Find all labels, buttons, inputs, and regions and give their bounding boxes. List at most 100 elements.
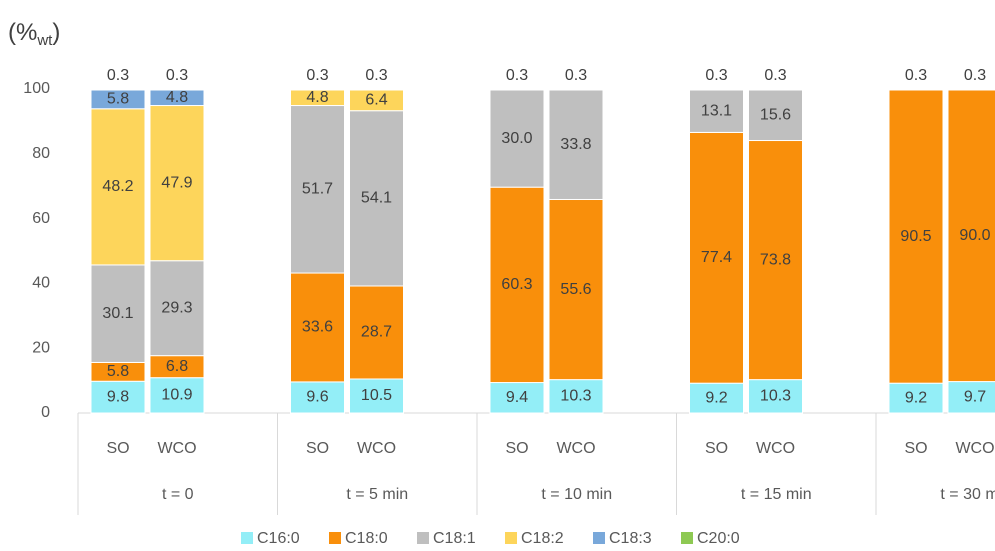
y-label-part: ) [52, 19, 60, 46]
data-label: 60.3 [501, 276, 532, 293]
bar-segment [888, 382, 944, 414]
data-label: 9.4 [506, 389, 528, 406]
data-label: 10.3 [560, 388, 591, 405]
bar-segment [290, 105, 345, 274]
bar-segment [489, 89, 545, 188]
bar-segment [149, 105, 205, 262]
data-label: 77.4 [701, 249, 732, 266]
bar-segment [90, 264, 146, 363]
data-label: 9.2 [905, 389, 927, 406]
data-label: 5.8 [107, 91, 129, 108]
x-tick-label: SO [904, 440, 927, 457]
data-label: 33.6 [302, 319, 333, 336]
x-tick-label: WCO [955, 440, 994, 457]
data-label: 0.3 [764, 67, 786, 84]
data-label: 9.2 [705, 389, 727, 406]
group-label: t = 0 [162, 486, 194, 503]
bar-segment [888, 88, 944, 91]
bar-segment [748, 88, 803, 91]
data-label: 15.6 [760, 106, 791, 123]
x-tick-label: WCO [556, 440, 595, 457]
data-label: 90.0 [959, 227, 990, 244]
legend-swatch [241, 532, 253, 544]
x-tick-label: SO [106, 440, 129, 457]
y-label-sub: wt [36, 32, 53, 49]
data-label: 90.5 [900, 228, 931, 245]
x-tick-label: SO [306, 440, 329, 457]
bar-segment [888, 89, 944, 384]
bar-segment [548, 88, 604, 91]
bar-segment [489, 382, 545, 414]
bar-segment [90, 108, 146, 266]
data-label: 9.8 [107, 388, 129, 405]
x-tick-label: WCO [357, 440, 396, 457]
data-label: 4.8 [306, 89, 328, 106]
bar-segment [149, 260, 205, 357]
legend-label: C18:3 [609, 530, 652, 547]
x-tick-label: SO [505, 440, 528, 457]
data-label: 0.3 [166, 67, 188, 84]
data-label: 0.3 [565, 67, 587, 84]
bar-segment [548, 198, 604, 381]
data-label: 10.5 [361, 387, 392, 404]
y-tick-label: 20 [32, 339, 50, 356]
bar-segment [290, 88, 345, 91]
legend-label: C18:1 [433, 530, 476, 547]
legend-label: C16:0 [257, 530, 300, 547]
x-tick-label: WCO [756, 440, 795, 457]
data-label: 51.7 [302, 180, 333, 197]
bar-segment [548, 379, 604, 414]
legend-swatch [593, 532, 605, 544]
data-label: 9.6 [306, 389, 328, 406]
bar-segment [149, 88, 205, 91]
data-label: 30.0 [501, 130, 532, 147]
y-axis-label: (%wt) [8, 19, 60, 49]
bar-segment [90, 88, 146, 91]
data-label: 13.1 [701, 102, 732, 119]
data-label: 29.3 [161, 299, 192, 316]
bar-segment [489, 186, 545, 384]
y-tick-label: 80 [32, 145, 50, 162]
bar-segment [689, 382, 744, 414]
bar-segment [689, 89, 744, 133]
data-label: 55.6 [560, 281, 591, 298]
bar-segment [689, 131, 744, 384]
bar-segment [548, 89, 604, 200]
data-label: 0.3 [964, 67, 986, 84]
data-label: 73.8 [760, 251, 791, 268]
data-label: 30.1 [102, 305, 133, 322]
legend-label: C20:0 [697, 530, 740, 547]
data-label: 28.7 [361, 324, 392, 341]
data-label: 4.8 [166, 89, 188, 106]
bar-segment [748, 89, 803, 142]
legend-swatch [329, 532, 341, 544]
legend-label: C18:2 [521, 530, 564, 547]
data-label: 0.3 [306, 67, 328, 84]
group-label: t = 30 min [940, 486, 995, 503]
legend-swatch [681, 532, 693, 544]
data-label: 6.8 [166, 358, 188, 375]
data-label: 48.2 [102, 178, 133, 195]
data-label: 9.7 [964, 389, 986, 406]
data-label: 0.3 [506, 67, 528, 84]
data-label: 6.4 [365, 92, 387, 109]
data-label: 54.1 [361, 190, 392, 207]
legend-label: C18:0 [345, 530, 388, 547]
data-label: 47.9 [161, 174, 192, 191]
bar-segment [349, 110, 404, 287]
legend-swatch [505, 532, 517, 544]
data-label: 33.8 [560, 136, 591, 153]
bar-segment [748, 379, 803, 414]
bar-segment [689, 88, 744, 91]
bar-segment [947, 381, 995, 414]
bar-segment [489, 88, 545, 91]
bar-segment [947, 88, 995, 91]
legend-swatch [417, 532, 429, 544]
group-label: t = 15 min [741, 486, 812, 503]
group-label: t = 5 min [346, 486, 408, 503]
y-tick-label: 40 [32, 275, 50, 292]
y-tick-label: 0 [41, 404, 50, 421]
group-label: t = 10 min [541, 486, 612, 503]
bar-segment [290, 381, 345, 414]
